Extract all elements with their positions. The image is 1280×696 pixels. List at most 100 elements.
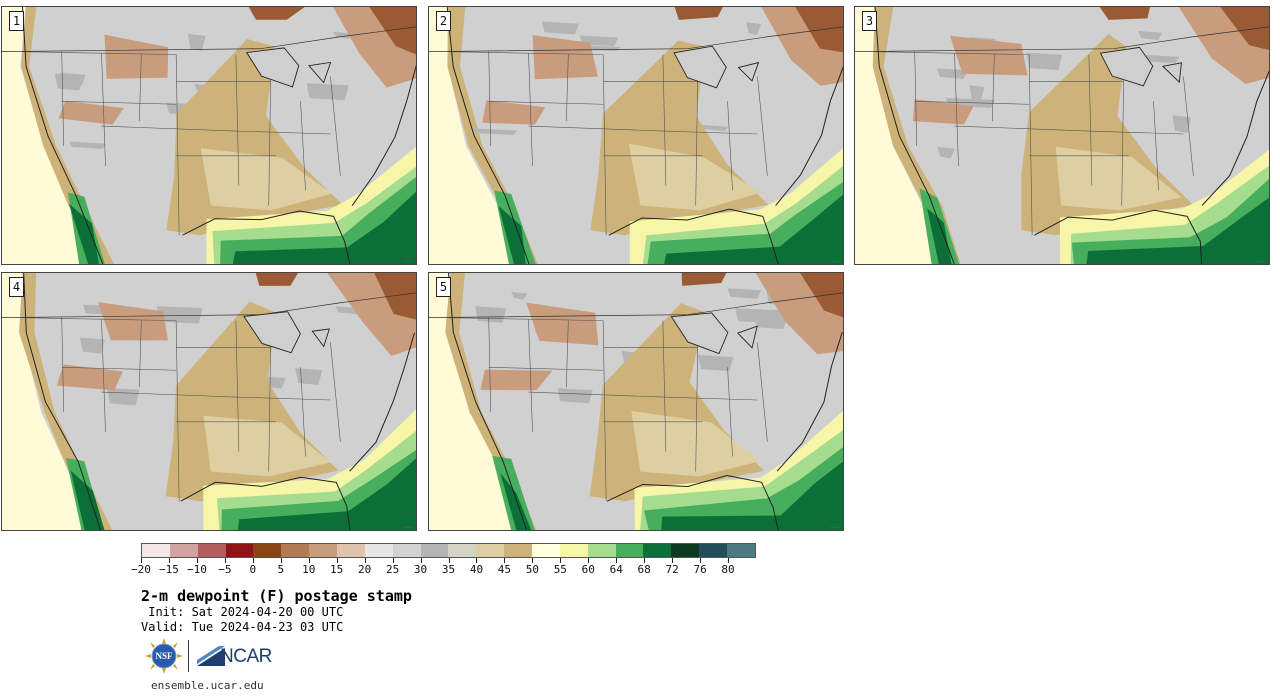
gulf-coastline <box>608 208 779 264</box>
colorbar-tick-label: 64 <box>609 563 623 576</box>
coastal-moist-band <box>19 273 113 530</box>
pacific-ocean <box>429 7 532 264</box>
state-boundary <box>448 317 604 321</box>
colorbar-tick-label: 40 <box>469 563 484 576</box>
state-boundary <box>61 317 65 412</box>
dry-patch <box>1141 54 1180 64</box>
colorbar-tick-label: 25 <box>385 563 400 576</box>
great-lakes <box>670 312 729 355</box>
colorbar-tick <box>141 558 142 563</box>
colorbar-swatch <box>727 544 755 557</box>
member-5-panel: 5 <box>428 272 844 531</box>
state-boundary <box>268 76 272 206</box>
dewpoint-map-3 <box>855 7 1269 264</box>
dry-patch <box>511 291 528 300</box>
corner-mark <box>1256 261 1266 262</box>
state-boundary <box>101 53 106 166</box>
dry-plains <box>98 302 168 341</box>
great-lakes <box>737 61 760 82</box>
moist-inner <box>631 410 761 477</box>
great-lakes <box>737 325 758 349</box>
colorbar-tick-label: 0 <box>249 563 257 576</box>
west-coastline <box>23 273 101 530</box>
member-3-panel: 3 <box>854 6 1270 265</box>
dry-plains <box>526 302 599 346</box>
state-boundary <box>528 53 533 166</box>
state-boundary <box>757 76 768 176</box>
dry-patch <box>727 288 762 299</box>
state-boundary <box>101 391 236 398</box>
canada-border <box>855 26 1269 52</box>
canada-border <box>2 292 416 318</box>
canada-border <box>429 292 843 318</box>
mexico-west-humid <box>68 203 99 264</box>
colorbar-swatch <box>337 544 365 557</box>
colorbar-swatch <box>504 544 533 557</box>
dry-patch <box>1026 52 1063 71</box>
colorbar-tick-label: 80 <box>721 563 735 576</box>
state-boundary <box>300 367 306 457</box>
state-boundary <box>695 342 699 472</box>
gulf-dark <box>232 191 416 264</box>
state-boundary <box>488 317 492 412</box>
state-boundary <box>1088 54 1093 186</box>
member-2-panel: 2 <box>428 6 844 265</box>
state-boundary <box>175 54 180 236</box>
state-boundary <box>21 317 177 321</box>
state-boundary <box>695 76 699 206</box>
state-boundary <box>61 51 65 146</box>
colorbar-tick <box>476 558 478 563</box>
dry-patch <box>698 354 734 372</box>
east-coastline <box>349 332 415 472</box>
coastal-moist-band <box>447 7 538 264</box>
dry-patch <box>295 368 323 386</box>
dry-patch <box>541 21 579 35</box>
colorbar-tick-label: −20 <box>131 563 151 576</box>
state-boundary <box>101 319 106 432</box>
colorbar-tick-label: 15 <box>330 563 344 576</box>
state-boundary <box>1028 54 1033 236</box>
state-boundary <box>757 342 768 442</box>
dry-plains <box>58 100 124 125</box>
dewpoint-map-5 <box>429 273 843 530</box>
state-boundary <box>662 130 758 135</box>
colorbar-swatch <box>615 544 644 557</box>
colorbar-tick <box>588 558 590 563</box>
corner-mark <box>830 527 840 528</box>
moist-inner <box>203 415 331 477</box>
state-boundary <box>101 125 236 132</box>
colorbar-tick <box>308 558 310 563</box>
dry-patch <box>79 337 105 354</box>
colorbar-tick-label: 45 <box>497 563 512 576</box>
canada-very-dry <box>369 7 416 55</box>
state-boundary <box>61 366 177 371</box>
colorbar-swatch <box>420 544 449 557</box>
gulf-dark <box>664 194 843 264</box>
colorbar-tick-label: 5 <box>277 563 285 576</box>
colorbar-tick <box>336 558 338 563</box>
corner-mark <box>403 261 413 262</box>
member-number-label: 4 <box>9 277 24 297</box>
east-coastline <box>775 66 843 206</box>
colorbar-tick <box>644 558 646 563</box>
colorbar-tick <box>448 558 450 563</box>
pacific-ocean <box>2 7 99 264</box>
coastal-moist-band <box>872 7 961 264</box>
state-boundary <box>330 76 341 176</box>
state-boundary <box>602 54 607 236</box>
colorbar-swatch <box>587 544 616 557</box>
colorbar-tick <box>224 558 226 563</box>
colorbar-swatch <box>699 544 728 557</box>
svg-text:NSF: NSF <box>155 651 173 661</box>
state-boundary <box>992 54 995 122</box>
state-boundary <box>528 391 663 398</box>
east-coastline <box>1201 70 1269 206</box>
state-boundary <box>488 100 604 105</box>
dewpoint-map-1 <box>2 7 416 264</box>
colorbar-tick-label: −10 <box>186 563 207 576</box>
dewpoint-map-4 <box>2 273 416 530</box>
state-boundary <box>488 366 604 371</box>
footer-url: ensemble.ucar.edu <box>151 679 264 692</box>
nsf-logo-icon: NSF <box>145 638 183 674</box>
gulf-dark <box>237 458 416 530</box>
